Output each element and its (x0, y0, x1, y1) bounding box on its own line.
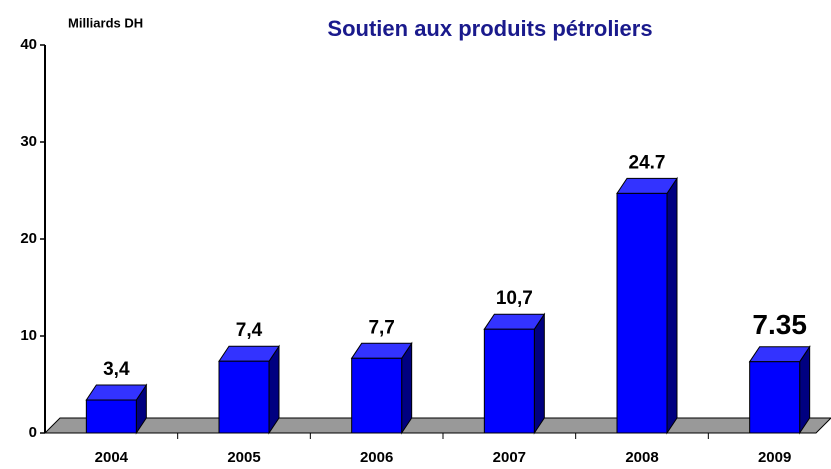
chart-title: Soutien aux produits pétroliers (327, 16, 652, 41)
bar (616, 192, 668, 434)
floor (43, 417, 831, 434)
y-tick-label: 0 (29, 424, 37, 441)
x-tick-label: 2008 (625, 449, 658, 466)
x-tick-label: 2006 (360, 449, 393, 466)
x-tick-label: 2007 (493, 449, 526, 466)
bar (218, 360, 270, 434)
x-tick-label: 2005 (227, 449, 260, 466)
y-tick-label: 20 (20, 230, 37, 247)
y-tick-label: 30 (20, 133, 37, 150)
bar-side (666, 176, 678, 435)
value-label: 7,4 (236, 320, 263, 341)
x-tick-label: 2009 (758, 449, 791, 466)
bar-top (218, 345, 280, 362)
value-label: 3,4 (103, 359, 130, 380)
value-label: 10,7 (496, 288, 533, 309)
y-tick-label: 40 (20, 36, 37, 53)
y-axis-label: Milliards DH (68, 15, 143, 30)
bar (351, 357, 403, 434)
bar-top (350, 342, 413, 359)
bar-side (533, 312, 545, 435)
bar-top (483, 313, 546, 330)
value-label: 7.35 (752, 309, 807, 340)
value-label: 7,7 (368, 317, 394, 338)
bar (749, 361, 801, 434)
bar-top (616, 177, 678, 194)
x-tick-label: 2004 (95, 449, 129, 466)
bar-top (85, 384, 148, 401)
y-tick-label: 10 (20, 327, 37, 344)
value-label: 24.7 (629, 152, 666, 173)
bar-top (748, 346, 811, 363)
bar (483, 328, 535, 434)
bar (85, 399, 137, 434)
